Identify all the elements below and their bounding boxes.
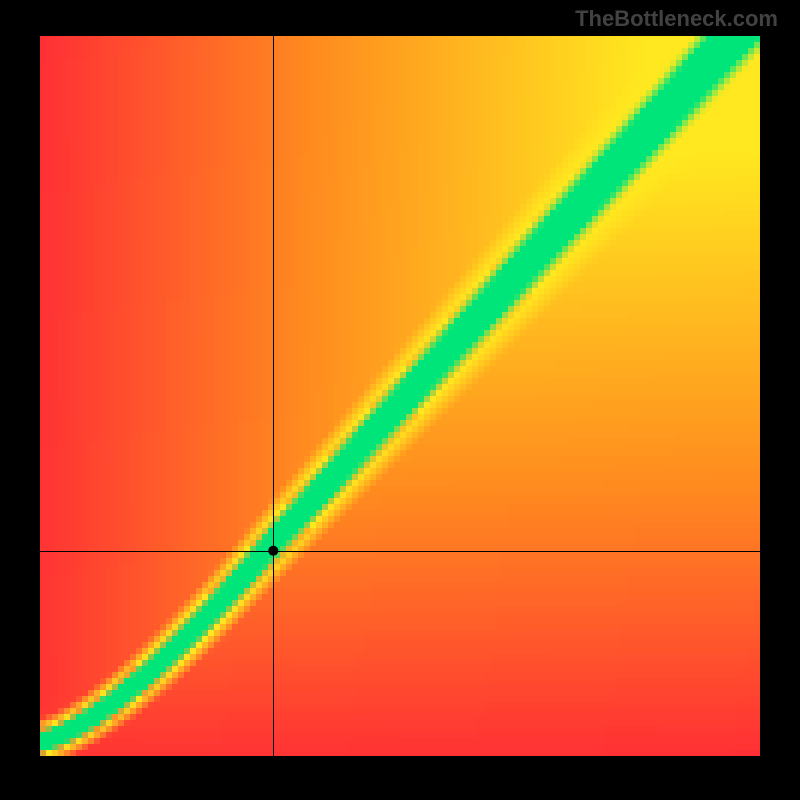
bottleneck-heatmap [0,0,800,800]
chart-container: TheBottleneck.com [0,0,800,800]
watermark-text: TheBottleneck.com [575,6,778,32]
